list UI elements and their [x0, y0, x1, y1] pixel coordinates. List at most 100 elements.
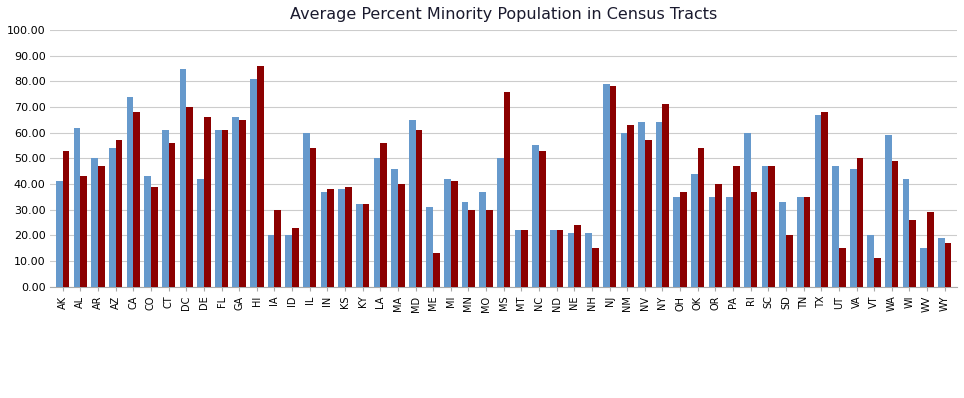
- Bar: [927, 212, 934, 287]
- Bar: [268, 235, 275, 287]
- Bar: [938, 238, 945, 287]
- Bar: [56, 181, 63, 287]
- Bar: [256, 66, 263, 287]
- Bar: [628, 125, 634, 287]
- Bar: [645, 140, 652, 287]
- Bar: [63, 150, 69, 287]
- Bar: [532, 146, 539, 287]
- Bar: [98, 166, 105, 287]
- Bar: [568, 233, 575, 287]
- Bar: [116, 140, 122, 287]
- Bar: [92, 158, 98, 287]
- Bar: [415, 130, 422, 287]
- Bar: [309, 148, 316, 287]
- Bar: [575, 225, 581, 287]
- Bar: [380, 143, 387, 287]
- Bar: [338, 189, 345, 287]
- Bar: [426, 207, 433, 287]
- Bar: [204, 117, 210, 287]
- Bar: [902, 179, 909, 287]
- Bar: [768, 166, 775, 287]
- Bar: [698, 148, 705, 287]
- Bar: [857, 158, 863, 287]
- Bar: [497, 158, 504, 287]
- Bar: [549, 230, 556, 287]
- Bar: [186, 107, 193, 287]
- Bar: [662, 104, 669, 287]
- Bar: [715, 184, 722, 287]
- Bar: [815, 115, 821, 287]
- Bar: [433, 253, 440, 287]
- Bar: [762, 166, 768, 287]
- Bar: [832, 166, 839, 287]
- Bar: [162, 130, 169, 287]
- Bar: [609, 86, 616, 287]
- Bar: [169, 143, 175, 287]
- Bar: [285, 235, 292, 287]
- Bar: [674, 197, 681, 287]
- Bar: [874, 258, 881, 287]
- Bar: [444, 179, 451, 287]
- Bar: [786, 235, 792, 287]
- Bar: [145, 176, 151, 287]
- Bar: [374, 158, 380, 287]
- Bar: [733, 166, 739, 287]
- Bar: [656, 123, 662, 287]
- Bar: [709, 197, 715, 287]
- Bar: [198, 179, 204, 287]
- Bar: [80, 176, 87, 287]
- Bar: [321, 192, 328, 287]
- Bar: [486, 210, 493, 287]
- Bar: [391, 169, 398, 287]
- Bar: [945, 243, 951, 287]
- Bar: [462, 202, 469, 287]
- Bar: [821, 112, 828, 287]
- Bar: [779, 202, 786, 287]
- Bar: [292, 228, 299, 287]
- Bar: [275, 210, 281, 287]
- Bar: [215, 130, 222, 287]
- Bar: [592, 248, 599, 287]
- Bar: [451, 181, 458, 287]
- Bar: [126, 97, 133, 287]
- Bar: [892, 161, 898, 287]
- Bar: [602, 84, 609, 287]
- Bar: [328, 189, 335, 287]
- Bar: [797, 197, 804, 287]
- Bar: [303, 133, 309, 287]
- Title: Average Percent Minority Population in Census Tracts: Average Percent Minority Population in C…: [290, 7, 717, 22]
- Bar: [232, 117, 239, 287]
- Bar: [921, 248, 927, 287]
- Bar: [356, 205, 362, 287]
- Bar: [239, 120, 246, 287]
- Bar: [250, 79, 256, 287]
- Bar: [556, 230, 563, 287]
- Bar: [909, 220, 916, 287]
- Bar: [804, 197, 811, 287]
- Bar: [133, 112, 140, 287]
- Bar: [504, 92, 511, 287]
- Bar: [362, 205, 369, 287]
- Bar: [151, 187, 158, 287]
- Bar: [691, 174, 698, 287]
- Bar: [479, 192, 486, 287]
- Bar: [73, 127, 80, 287]
- Bar: [469, 210, 475, 287]
- Bar: [868, 235, 874, 287]
- Bar: [179, 68, 186, 287]
- Bar: [539, 150, 546, 287]
- Bar: [638, 123, 645, 287]
- Bar: [585, 233, 592, 287]
- Bar: [398, 184, 405, 287]
- Bar: [744, 133, 751, 287]
- Bar: [751, 192, 758, 287]
- Bar: [222, 130, 228, 287]
- Bar: [885, 135, 892, 287]
- Bar: [621, 133, 628, 287]
- Bar: [109, 148, 116, 287]
- Bar: [345, 187, 352, 287]
- Bar: [726, 197, 733, 287]
- Bar: [681, 192, 686, 287]
- Bar: [850, 169, 857, 287]
- Bar: [522, 230, 528, 287]
